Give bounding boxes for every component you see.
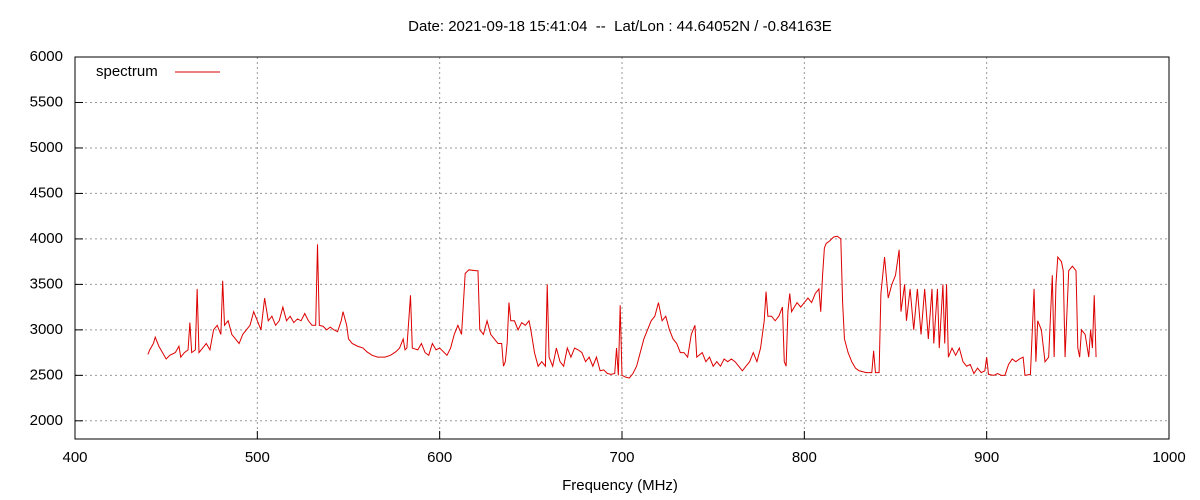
y-tick-label: 6000 — [30, 48, 63, 65]
y-tick-label: 2500 — [30, 366, 63, 383]
x-tick-label: 900 — [974, 449, 999, 466]
chart-title: Date: 2021-09-18 15:41:04 -- Lat/Lon : 4… — [408, 18, 832, 35]
y-tick-label: 3000 — [30, 321, 63, 338]
y-tick-label: 5500 — [30, 93, 63, 110]
x-tick-label: 400 — [62, 449, 87, 466]
y-tick-label: 3500 — [30, 275, 63, 292]
plot-border — [74, 56, 1170, 440]
y-tick-label: 5000 — [30, 139, 63, 156]
x-tick-label: 600 — [427, 449, 452, 466]
x-axis-label: Frequency (MHz) — [562, 477, 678, 494]
x-tick-label: 1000 — [1152, 449, 1185, 466]
spectrum-line — [147, 235, 1097, 379]
y-tick-label: 4000 — [30, 230, 63, 247]
legend-label: spectrum — [96, 63, 158, 80]
y-tick-label: 2000 — [30, 412, 63, 429]
x-tick-label: 500 — [245, 449, 270, 466]
x-tick-label: 700 — [609, 449, 634, 466]
y-tick-label: 4500 — [30, 184, 63, 201]
x-tick-label: 800 — [792, 449, 817, 466]
